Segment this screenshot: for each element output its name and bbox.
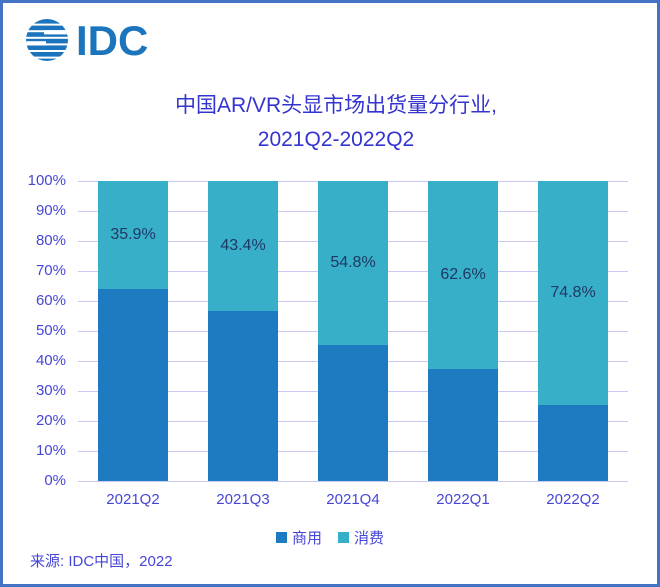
bar-segment-商用 xyxy=(208,311,278,481)
data-label: 74.8% xyxy=(550,284,596,302)
y-axis-tick xyxy=(78,181,88,182)
y-axis-label: 90% xyxy=(35,202,66,219)
legend: 商用 消费 xyxy=(0,527,660,548)
data-label: 43.4% xyxy=(220,237,266,255)
bar-segment-商用 xyxy=(98,288,168,481)
bar-segment-商用 xyxy=(318,345,388,481)
bar-segment-消费 xyxy=(318,181,388,346)
legend-item-商用: 商用 xyxy=(275,527,322,548)
x-axis-label: 2021Q3 xyxy=(216,491,270,508)
idc-logo-text: IDC xyxy=(76,17,148,64)
y-axis-tick xyxy=(78,331,88,332)
x-axis-label: 2021Q2 xyxy=(106,491,160,508)
y-axis-tick xyxy=(78,241,88,242)
data-label: 54.8% xyxy=(330,254,376,272)
y-axis-label: 10% xyxy=(35,442,66,459)
idc-globe-icon: IDC xyxy=(26,17,148,64)
y-axis-label: 20% xyxy=(35,412,66,429)
legend-label: 商用 xyxy=(291,530,322,547)
y-axis-tick xyxy=(78,481,88,482)
y-axis-label: 100% xyxy=(27,172,66,189)
legend-swatch-icon xyxy=(275,532,287,543)
legend-item-消费: 消费 xyxy=(338,527,384,548)
y-axis-label: 0% xyxy=(44,472,66,489)
y-axis-tick xyxy=(78,301,88,302)
y-axis-label: 40% xyxy=(35,352,66,369)
chart-title-line1: 中国AR/VR头显市场出货量分行业, xyxy=(174,94,497,117)
bar-segment-商用 xyxy=(428,368,498,481)
x-axis-label: 2021Q4 xyxy=(326,491,380,508)
y-axis-tick xyxy=(78,271,88,272)
y-axis-label: 50% xyxy=(35,322,66,339)
chart-title: 中国AR/VR头显市场出货量分行业, 2021Q2-2022Q2 xyxy=(12,89,660,157)
y-axis-tick xyxy=(78,391,88,392)
y-axis-tick xyxy=(78,421,88,422)
legend-label: 消费 xyxy=(354,530,385,547)
idc-logo: IDC xyxy=(24,14,164,66)
y-axis-label: 70% xyxy=(35,262,66,279)
bar-segment-商用 xyxy=(538,405,608,481)
y-axis-tick xyxy=(78,361,88,362)
source-note: 来源: IDC中国，2022 xyxy=(30,553,173,570)
y-axis-tick xyxy=(78,451,88,452)
y-axis-label: 80% xyxy=(35,232,66,249)
data-label: 35.9% xyxy=(110,225,156,243)
bar-segment-消费 xyxy=(98,181,168,289)
x-axis-label: 2022Q1 xyxy=(436,491,490,508)
data-label: 62.6% xyxy=(440,265,486,283)
gridline xyxy=(88,481,628,482)
y-axis-label: 60% xyxy=(35,292,66,309)
x-axis-label: 2022Q2 xyxy=(546,491,600,508)
y-axis-label: 30% xyxy=(35,382,66,399)
chart-title-line2: 2021Q2-2022Q2 xyxy=(257,128,415,151)
y-axis-tick xyxy=(78,211,88,212)
bar-segment-消费 xyxy=(538,181,608,406)
legend-swatch-icon xyxy=(338,532,349,543)
bar-segment-消费 xyxy=(428,181,498,369)
bar-segment-消费 xyxy=(208,181,278,312)
